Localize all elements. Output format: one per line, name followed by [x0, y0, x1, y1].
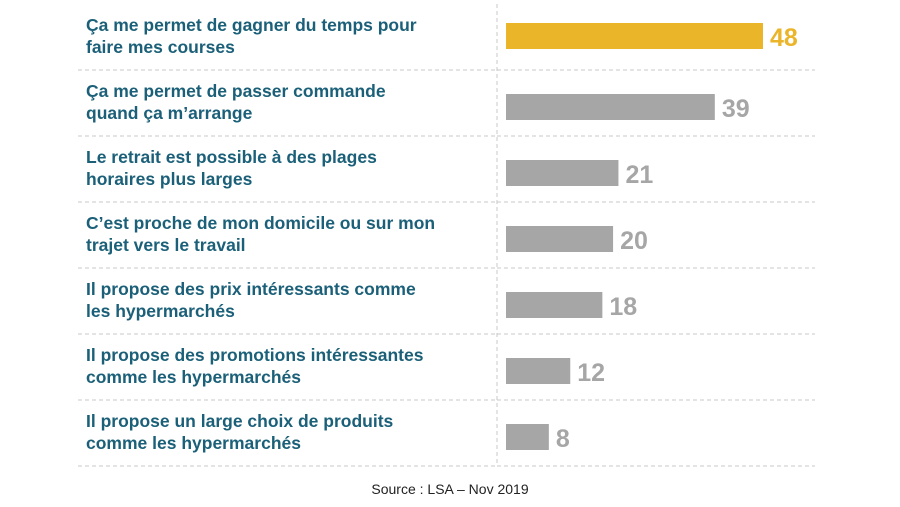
category-label: Il propose des promotions intéressantes c…: [86, 345, 424, 387]
category-label: Ça me permet de gagner du temps pour fair…: [86, 15, 417, 57]
bar-chart: Ça me permet de gagner du temps pour fair…: [78, 4, 815, 467]
bar: [506, 424, 549, 450]
value-label: 18: [609, 293, 637, 321]
category-label: Il propose un large choix de produits com…: [86, 411, 394, 453]
category-label: Le retrait est possible à des plages hora…: [86, 147, 377, 189]
value-label: 48: [770, 24, 798, 52]
category-label: Il propose des prix intéressants comme le…: [86, 279, 416, 321]
bar: [506, 292, 603, 318]
bar: [506, 226, 614, 252]
source-note: Source : LSA – Nov 2019: [371, 481, 529, 497]
value-label: 8: [556, 425, 570, 453]
bar: [506, 94, 715, 120]
bar: [506, 23, 763, 49]
category-label: C’est proche de mon domicile ou sur mon t…: [86, 213, 435, 255]
value-label: 12: [577, 359, 605, 387]
category-label: Ça me permet de passer commande quand ça …: [86, 81, 386, 123]
value-label: 21: [625, 161, 653, 189]
bar: [506, 358, 571, 384]
value-label: 20: [620, 227, 648, 255]
value-label: 39: [722, 95, 750, 123]
bar: [506, 160, 619, 186]
